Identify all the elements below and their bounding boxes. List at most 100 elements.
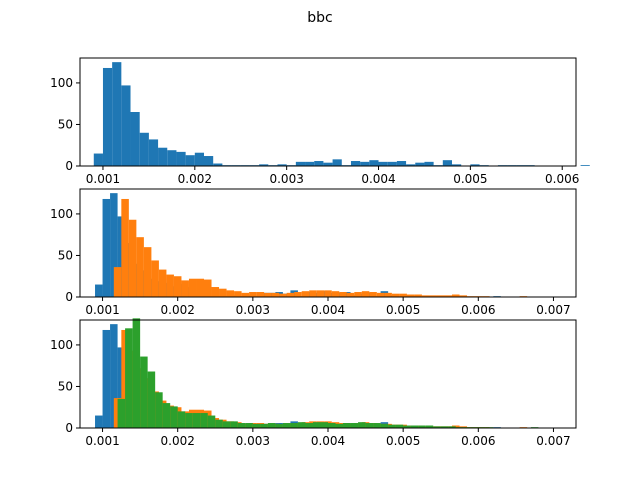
subplot-1: 0.001 0.002 0.003 0.004 0.005 0.006 0 50 100 [50, 57, 590, 186]
histogram-bar-orange [249, 292, 257, 297]
histogram-bar-orange [211, 287, 220, 297]
histogram-bar-blue [110, 324, 118, 428]
histogram-bar-blue [110, 193, 118, 297]
histogram-bar-orange [459, 426, 468, 428]
histogram-bar-orange [136, 237, 144, 297]
histogram-bar-orange [279, 293, 287, 297]
y-tick-label: 100 [50, 338, 73, 352]
histogram-bar-orange [181, 280, 189, 297]
histogram-bar-orange [452, 294, 460, 297]
histogram-bar-green [215, 419, 223, 428]
y-tick-label: 100 [50, 76, 73, 90]
histogram-bar-orange [436, 295, 445, 297]
x-tick-label: 0.003 [236, 303, 270, 317]
histogram-bar-orange [376, 292, 385, 297]
x-tick-label: 0.004 [311, 303, 345, 317]
histogram-bar-blue [259, 164, 269, 166]
histogram-bar-green [433, 426, 441, 428]
histogram-bar-orange [354, 292, 362, 297]
x-tick-label: 0.005 [386, 303, 420, 317]
histogram-bar-green [388, 424, 396, 428]
y-tick-label: 50 [58, 379, 73, 393]
x-tick-label: 0.006 [461, 434, 495, 448]
y-tick-label: 0 [65, 159, 73, 173]
histogram-bar-orange [151, 260, 159, 297]
histogram-bar-orange [196, 278, 204, 297]
histogram-bar-orange [204, 279, 212, 297]
histogram-bar-blue [323, 162, 333, 166]
histogram-bar-green [117, 398, 126, 428]
histogram-bar-blue [194, 152, 204, 166]
histogram-bar-blue [415, 162, 425, 166]
x-tick-label: 0.002 [178, 172, 212, 186]
histogram-bar-blue [176, 151, 186, 166]
histogram-bar-green [222, 421, 231, 428]
histogram-bar-orange [188, 278, 197, 297]
histogram-bar-orange [331, 291, 340, 297]
histogram-bar-orange [143, 247, 152, 297]
histogram-bar-orange [399, 293, 407, 297]
histogram-bar-blue [406, 164, 416, 166]
histogram-bar-green [290, 423, 298, 428]
histogram-bar-blue [102, 329, 111, 428]
histogram-bar-orange [264, 292, 272, 297]
histogram-bar-orange [286, 292, 295, 297]
histogram-bar-green [170, 406, 178, 428]
histogram-bar-green [252, 423, 261, 428]
histogram-bar-orange [256, 292, 265, 297]
y-tick-label: 100 [50, 207, 73, 221]
histogram-bar-green [132, 318, 141, 428]
histogram-bar-green [373, 423, 381, 428]
histogram-bar-orange [173, 276, 182, 297]
histogram-bar-blue [295, 161, 306, 166]
histogram-bar-blue [424, 161, 434, 166]
histogram-bar-green [312, 422, 321, 428]
x-tick-label: 0.007 [536, 434, 570, 448]
histogram-bar-green [207, 415, 216, 428]
histogram-bar-blue [332, 159, 342, 166]
x-tick-label: 0.005 [386, 434, 420, 448]
histogram-bar-blue [396, 161, 407, 166]
histogram-bar-green [125, 328, 133, 428]
histogram-bar-orange [429, 295, 437, 297]
histogram-bar-green [200, 413, 208, 428]
histogram-bar-green [237, 423, 246, 428]
x-tick-label: 0.005 [453, 172, 487, 186]
histogram-bar-blue [130, 112, 140, 166]
histogram-bar-blue [148, 139, 159, 166]
y-tick-label: 50 [58, 117, 73, 131]
histogram-bar-blue [360, 161, 370, 166]
histogram-bar-green [440, 426, 449, 428]
histogram-bar-orange [301, 291, 310, 297]
histogram-bar-blue [452, 164, 462, 166]
x-tick-label: 0.003 [236, 434, 270, 448]
histogram-bar-green [297, 422, 306, 428]
histogram-bar-orange [339, 292, 347, 297]
histogram-bar-blue [167, 150, 177, 166]
y-tick-label: 50 [58, 248, 73, 262]
x-tick-label: 0.002 [161, 303, 195, 317]
axes-frame [79, 57, 577, 167]
histogram-bar-blue [95, 284, 103, 297]
histogram-bar-orange [444, 295, 452, 297]
histogram-bar-green [380, 423, 389, 428]
histogram-bar-blue [378, 161, 388, 166]
histogram-bar-orange [384, 292, 392, 297]
histogram-bar-green [425, 425, 434, 428]
histogram-bar-blue [387, 161, 397, 166]
histogram-bar-orange [166, 274, 174, 297]
histogram-bar-green [335, 423, 344, 428]
histogram-bar-green [155, 392, 163, 428]
histogram-bar-blue [204, 156, 214, 166]
x-tick-label: 0.003 [269, 172, 303, 186]
histogram-bar-blue [213, 163, 223, 166]
histogram-bar-green [245, 423, 253, 428]
histogram-bar-blue [442, 160, 452, 166]
y-tick-label: 0 [65, 421, 73, 435]
subplot-3: 0.001 0.002 0.003 0.004 0.005 0.006 0.007 0 50 10… [50, 318, 577, 448]
x-tick-label: 0.007 [536, 303, 570, 317]
histogram-bar-green [418, 425, 426, 428]
histogram-bar-green [320, 422, 328, 428]
histogram-bar-green [192, 413, 201, 428]
